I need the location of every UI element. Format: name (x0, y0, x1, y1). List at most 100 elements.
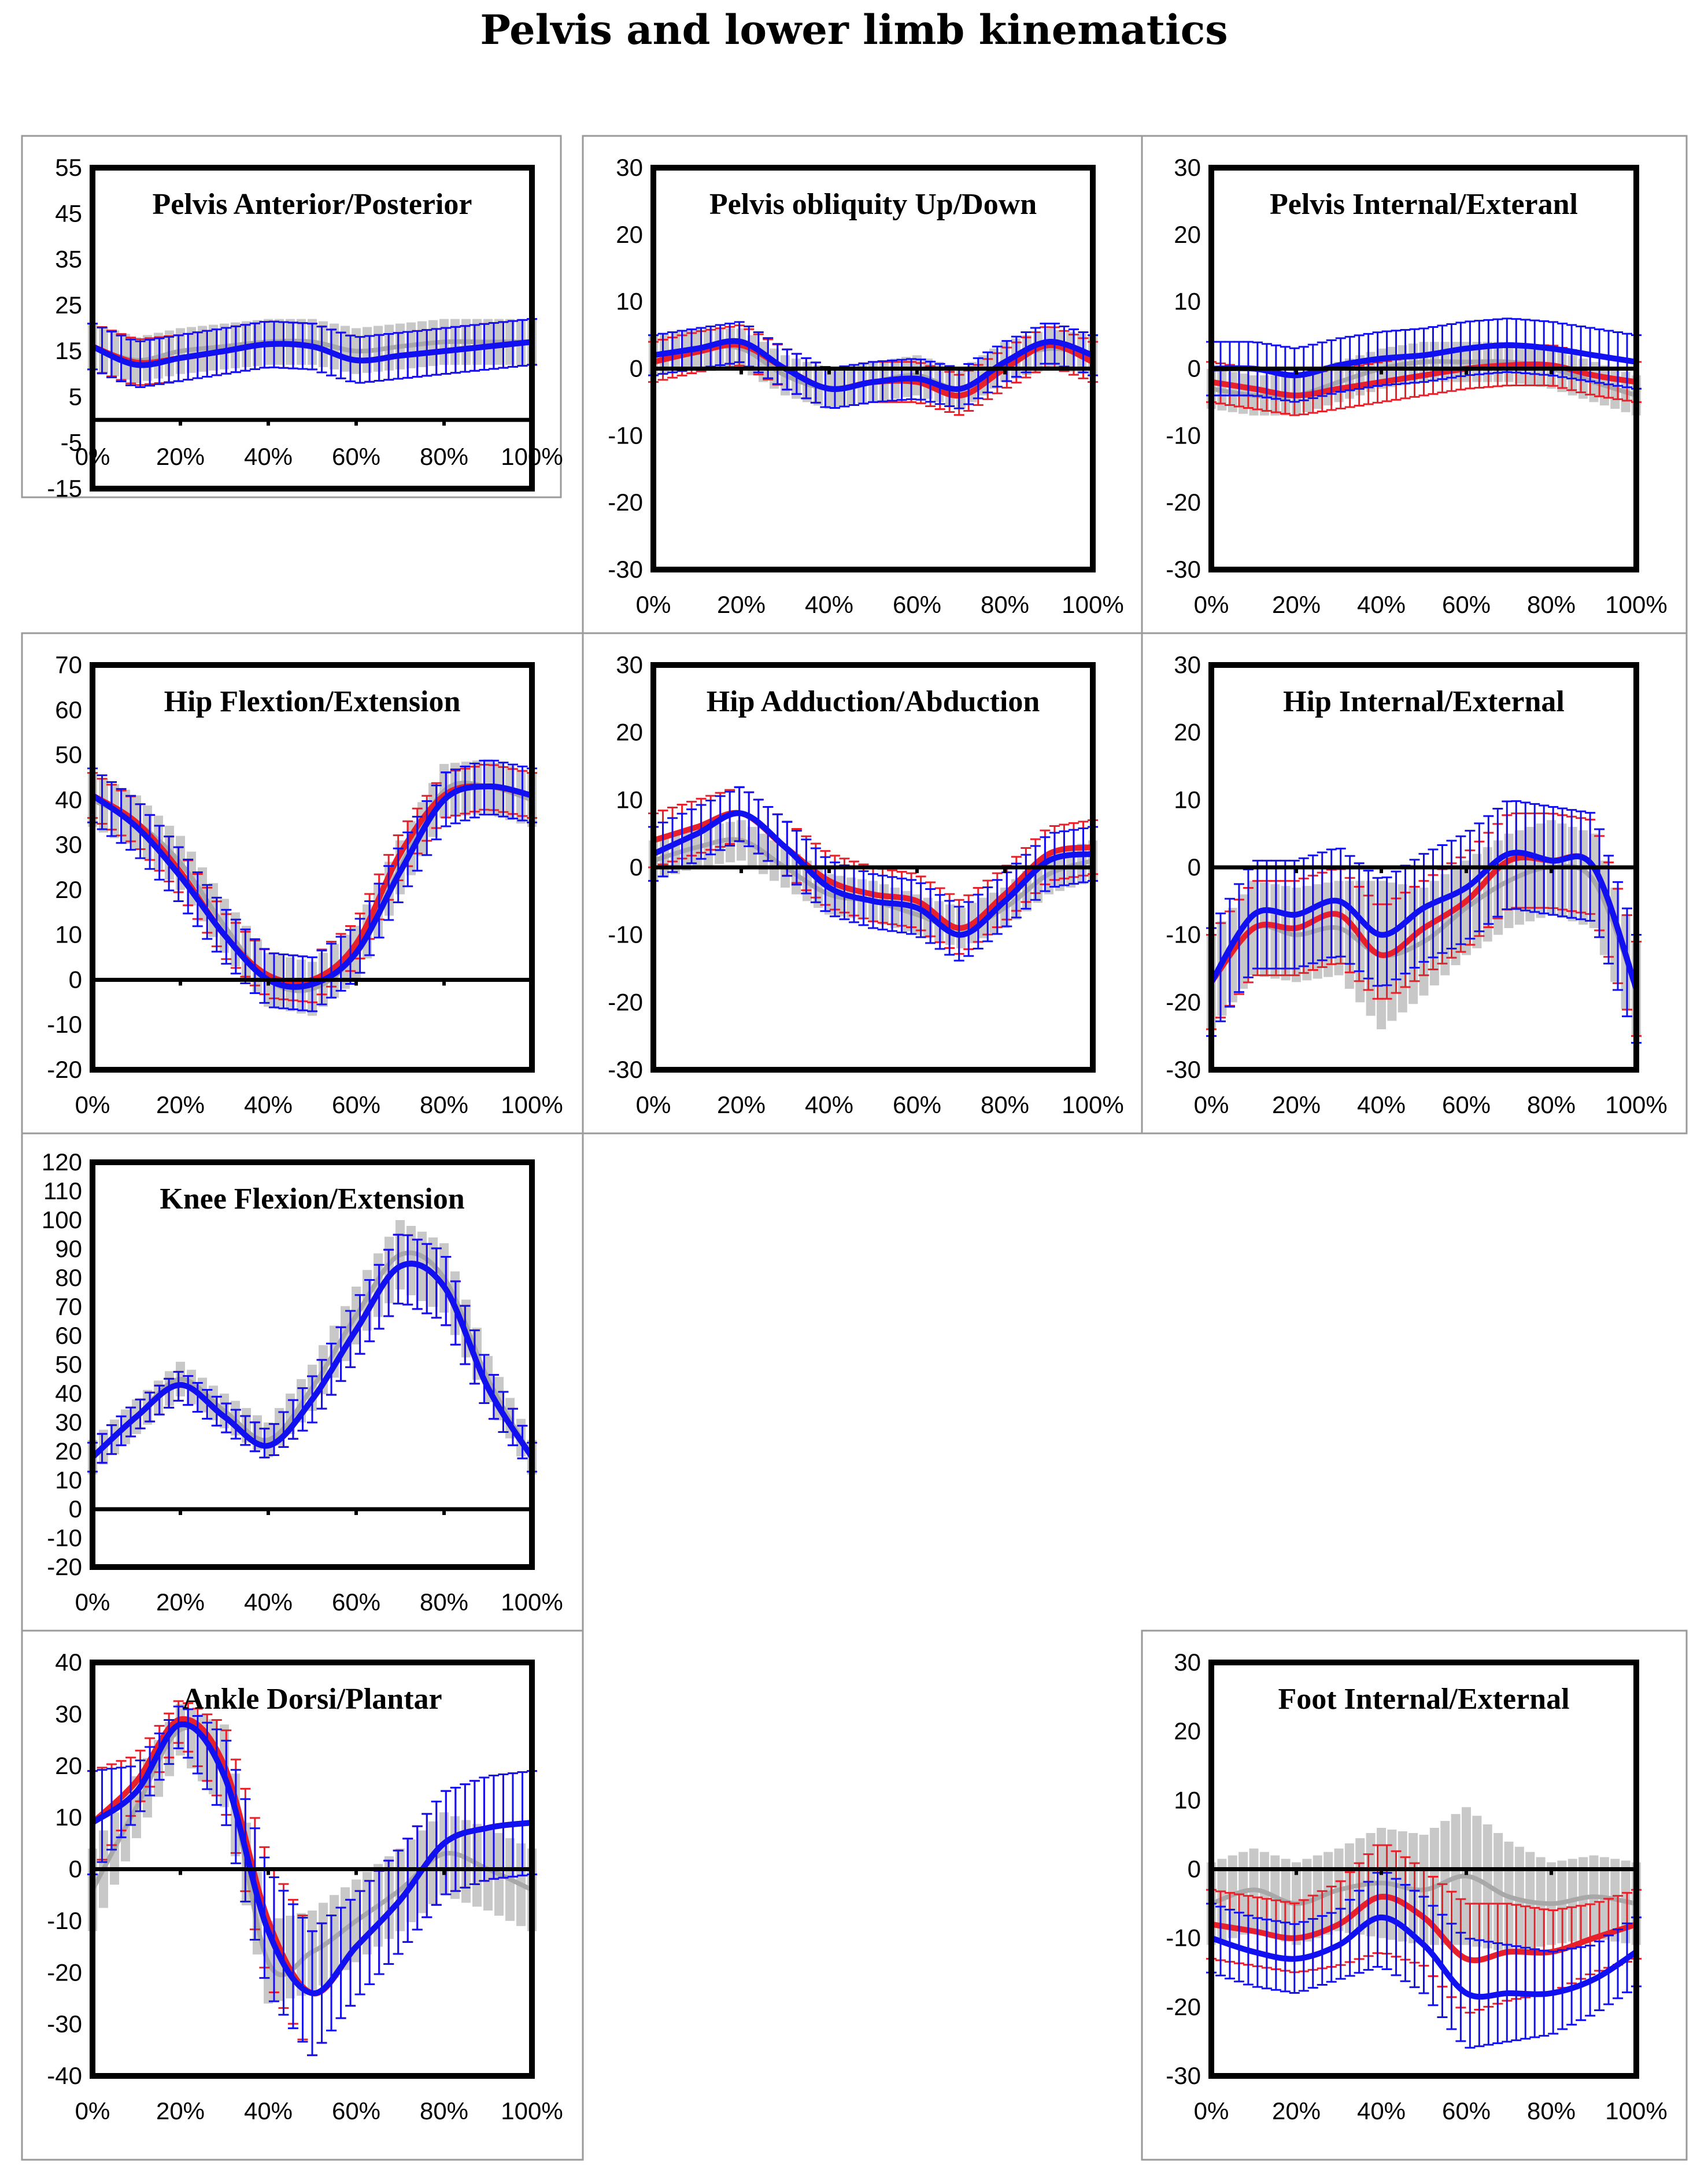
y-tick-label: -10 (1166, 1924, 1201, 1952)
y-tick-label: 30 (1174, 1649, 1201, 1676)
y-tick-label: 10 (55, 1804, 82, 1831)
y-tick-label: 20 (1174, 221, 1201, 248)
x-tick-label: 60% (332, 1588, 380, 1616)
series-line-blue (1208, 849, 1639, 992)
x-tick-label: 20% (717, 591, 766, 618)
x-tick-label: 60% (1442, 2097, 1491, 2124)
series-line-blue (1208, 1914, 1639, 2000)
x-tick-label: 60% (332, 2097, 380, 2124)
chart-title: Pelvis Internal/Exteranl (1270, 188, 1578, 221)
x-tick-label: 40% (1357, 1091, 1406, 1118)
chart-hip-ie: 30 20 10 0 -10 -20 -30 0% 20% 40% 60% 80% 100% Hip In… (1141, 632, 1688, 1135)
y-tick-label: 40 (55, 786, 82, 813)
chart-title: Knee Flexion/Extension (160, 1183, 464, 1215)
y-tick-label: 20 (1174, 1717, 1201, 1745)
x-tick-label: 60% (893, 1091, 941, 1118)
y-tick-label: 50 (55, 1351, 82, 1378)
series-line-blue (1208, 342, 1639, 379)
y-tick-label: -40 (47, 2062, 82, 2089)
y-tick-label: 60 (55, 1322, 82, 1349)
x-tick-label: 0% (1194, 2097, 1229, 2124)
y-tick-label: 10 (616, 786, 643, 813)
chart-title: Pelvis obliquity Up/Down (709, 188, 1037, 221)
y-tick-label: 30 (616, 651, 643, 678)
plot-frame (1208, 1660, 1639, 2079)
x-tick-label: 80% (1527, 1091, 1576, 1118)
y-tick-label: 30 (616, 154, 643, 181)
y-tick-label: 30 (55, 1409, 82, 1436)
chart-foot-ie: 30 20 10 0 -10 -20 -30 0% 20% 40% 60% 80% 100% Foot I… (1141, 1629, 1688, 2161)
chart-title: Hip Internal/External (1283, 685, 1565, 718)
y-tick-label: -20 (1166, 988, 1201, 1015)
y-tick-label: 10 (1174, 786, 1201, 813)
x-tick-label: 20% (156, 1091, 205, 1118)
y-tick-label: -10 (47, 1907, 82, 1934)
x-tick-label: 100% (1062, 1091, 1123, 1118)
y-tick-label: 10 (616, 288, 643, 315)
x-tick-label: 20% (1272, 1091, 1321, 1118)
x-tick-label: 20% (156, 1588, 205, 1616)
chart-pelvis-obliquity: 30 20 10 0 -10 -20 -30 0% 20% 40% 60% 80% 100% Pelvis… (582, 135, 1143, 634)
y-tick-label: 30 (1174, 154, 1201, 181)
x-tick-label: 60% (893, 591, 941, 618)
x-tick-label: 0% (1194, 1091, 1229, 1118)
chart-panel (21, 135, 562, 498)
plot-frame (90, 662, 535, 1073)
x-tick-label: 40% (1357, 2097, 1406, 2124)
x-tick-label: 100% (1605, 591, 1667, 618)
x-tick-label: 0% (636, 1091, 671, 1118)
x-tick-label: 20% (156, 443, 205, 470)
x-tick-label: 80% (1527, 591, 1576, 618)
y-tick-label: 20 (55, 876, 82, 903)
y-tick-label: 0 (630, 355, 643, 382)
y-tick-label: 120 (42, 1148, 82, 1176)
y-tick-label: 0 (1188, 355, 1201, 382)
y-tick-label: -5 (61, 429, 82, 456)
plot-frame (90, 1660, 535, 2079)
x-tick-label: 100% (501, 2097, 563, 2124)
y-tick-label: 20 (55, 1438, 82, 1465)
x-tick-label: 100% (1605, 2097, 1667, 2124)
y-tick-label: 90 (55, 1235, 82, 1262)
chart-panel (21, 632, 584, 1135)
x-tick-label: 0% (75, 1091, 110, 1118)
y-tick-label: -30 (1166, 556, 1201, 583)
x-tick-label: 80% (981, 1091, 1029, 1118)
y-tick-label: 20 (616, 719, 643, 746)
error-band-bar (1578, 830, 1588, 925)
x-tick-label: 80% (420, 1091, 468, 1118)
x-tick-label: 0% (75, 1588, 110, 1616)
chart-hip-aa: 30 20 10 0 -10 -20 -30 0% 20% 40% 60% 80% 100% Hip Ad… (582, 632, 1143, 1135)
y-tick-label: 70 (55, 651, 82, 678)
y-tick-label: 20 (55, 1752, 82, 1779)
x-tick-label: 20% (1272, 2097, 1321, 2124)
y-tick-label: 60 (55, 696, 82, 723)
chart-title: Foot Internal/External (1278, 1683, 1569, 1716)
error-band-bar (406, 1226, 416, 1295)
x-tick-label: 100% (1605, 1091, 1667, 1118)
series-line-blue (90, 1721, 535, 1997)
series-line-blue (90, 339, 535, 368)
y-tick-label: 45 (55, 199, 82, 227)
x-tick-label: 0% (75, 443, 110, 470)
series-blue (87, 318, 537, 389)
y-tick-label: 0 (69, 966, 82, 993)
x-tick-label: 100% (501, 1091, 563, 1118)
x-tick-label: 40% (1357, 591, 1406, 618)
series-line-normal (1209, 864, 1639, 991)
y-tick-label: 10 (1174, 1786, 1201, 1813)
x-tick-label: 80% (981, 591, 1029, 618)
x-tick-label: 20% (156, 2097, 205, 2124)
x-tick-label: 20% (717, 1091, 766, 1118)
error-band-bar (297, 1913, 306, 1996)
y-tick-label: 0 (69, 1495, 82, 1523)
x-tick-label: 40% (244, 1588, 293, 1616)
y-tick-label: 10 (1174, 288, 1201, 315)
y-tick-label: 35 (55, 246, 82, 273)
error-band-bar (715, 823, 724, 864)
chart-hip-fe: 70 60 50 40 30 20 10 0 -10 -20 0% 20% 40% 60% 80% 100% H… (21, 632, 584, 1135)
x-tick-label: 80% (420, 1588, 468, 1616)
y-tick-label: -10 (47, 1011, 82, 1038)
x-tick-label: 0% (636, 591, 671, 618)
